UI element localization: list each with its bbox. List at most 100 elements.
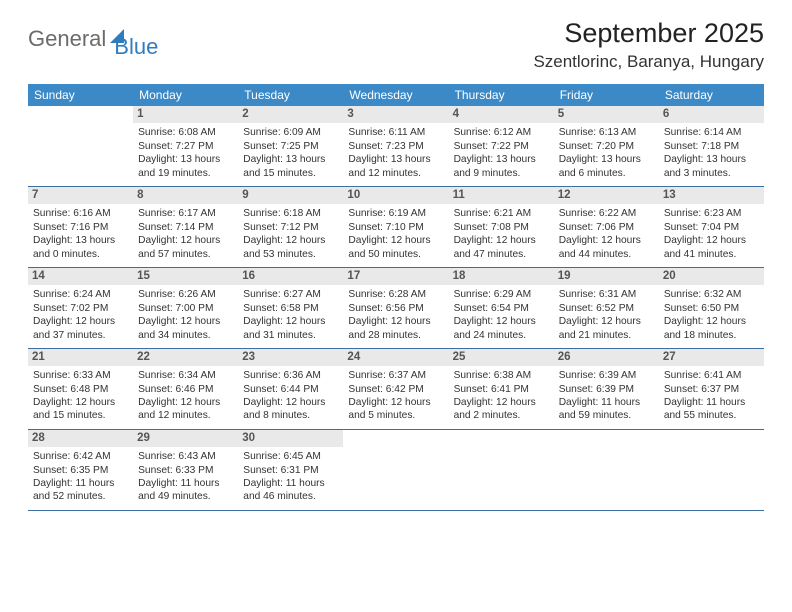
- daylight-text: Daylight: 13 hours: [559, 153, 654, 166]
- sunrise-text: Sunrise: 6:38 AM: [454, 369, 549, 382]
- daylight-text: and 34 minutes.: [138, 329, 233, 342]
- sunset-text: Sunset: 7:16 PM: [33, 221, 128, 234]
- sunset-text: Sunset: 7:22 PM: [454, 140, 549, 153]
- sunset-text: Sunset: 7:02 PM: [33, 302, 128, 315]
- day-cell: 18Sunrise: 6:29 AMSunset: 6:54 PMDayligh…: [449, 268, 554, 348]
- day-header-cell: Monday: [133, 84, 238, 106]
- daylight-text: Daylight: 12 hours: [138, 315, 233, 328]
- sunrise-text: Sunrise: 6:09 AM: [243, 126, 338, 139]
- sunrise-text: Sunrise: 6:37 AM: [348, 369, 443, 382]
- date-number: 10: [343, 187, 448, 204]
- logo: General Blue: [28, 18, 158, 60]
- daylight-text: and 28 minutes.: [348, 329, 443, 342]
- sunrise-text: Sunrise: 6:24 AM: [33, 288, 128, 301]
- sunset-text: Sunset: 6:50 PM: [664, 302, 759, 315]
- daylight-text: and 55 minutes.: [664, 409, 759, 422]
- daylight-text: and 24 minutes.: [454, 329, 549, 342]
- day-cell: 22Sunrise: 6:34 AMSunset: 6:46 PMDayligh…: [133, 349, 238, 429]
- date-number: 23: [238, 349, 343, 366]
- day-header-cell: Thursday: [449, 84, 554, 106]
- day-cell: 7Sunrise: 6:16 AMSunset: 7:16 PMDaylight…: [28, 187, 133, 267]
- daylight-text: and 9 minutes.: [454, 167, 549, 180]
- day-cell: 14Sunrise: 6:24 AMSunset: 7:02 PMDayligh…: [28, 268, 133, 348]
- sunset-text: Sunset: 6:48 PM: [33, 383, 128, 396]
- sunset-text: Sunset: 6:54 PM: [454, 302, 549, 315]
- sunset-text: Sunset: 7:14 PM: [138, 221, 233, 234]
- daylight-text: Daylight: 11 hours: [33, 477, 128, 490]
- daylight-text: and 57 minutes.: [138, 248, 233, 261]
- daylight-text: and 37 minutes.: [33, 329, 128, 342]
- date-number: 22: [133, 349, 238, 366]
- date-number: 15: [133, 268, 238, 285]
- day-header-cell: Sunday: [28, 84, 133, 106]
- location-label: Szentlorinc, Baranya, Hungary: [533, 52, 764, 72]
- sunrise-text: Sunrise: 6:29 AM: [454, 288, 549, 301]
- daylight-text: and 44 minutes.: [559, 248, 654, 261]
- daylight-text: Daylight: 13 hours: [33, 234, 128, 247]
- sunrise-text: Sunrise: 6:26 AM: [138, 288, 233, 301]
- daylight-text: Daylight: 12 hours: [33, 396, 128, 409]
- date-number: 11: [449, 187, 554, 204]
- daylight-text: and 49 minutes.: [138, 490, 233, 503]
- daylight-text: and 3 minutes.: [664, 167, 759, 180]
- empty-cell: [449, 430, 554, 510]
- date-number: 1: [133, 106, 238, 123]
- sunrise-text: Sunrise: 6:28 AM: [348, 288, 443, 301]
- daylight-text: Daylight: 12 hours: [243, 396, 338, 409]
- sunrise-text: Sunrise: 6:42 AM: [33, 450, 128, 463]
- daylight-text: and 50 minutes.: [348, 248, 443, 261]
- sunrise-text: Sunrise: 6:19 AM: [348, 207, 443, 220]
- sunrise-text: Sunrise: 6:36 AM: [243, 369, 338, 382]
- daylight-text: Daylight: 12 hours: [454, 234, 549, 247]
- day-cell: 21Sunrise: 6:33 AMSunset: 6:48 PMDayligh…: [28, 349, 133, 429]
- daylight-text: Daylight: 12 hours: [243, 315, 338, 328]
- daylight-text: Daylight: 13 hours: [243, 153, 338, 166]
- sunrise-text: Sunrise: 6:14 AM: [664, 126, 759, 139]
- date-number: 29: [133, 430, 238, 447]
- day-cell: 29Sunrise: 6:43 AMSunset: 6:33 PMDayligh…: [133, 430, 238, 510]
- date-number: 8: [133, 187, 238, 204]
- daylight-text: Daylight: 13 hours: [454, 153, 549, 166]
- sunset-text: Sunset: 7:25 PM: [243, 140, 338, 153]
- day-cell: 26Sunrise: 6:39 AMSunset: 6:39 PMDayligh…: [554, 349, 659, 429]
- day-cell: 25Sunrise: 6:38 AMSunset: 6:41 PMDayligh…: [449, 349, 554, 429]
- date-number: 5: [554, 106, 659, 123]
- day-header-cell: Wednesday: [343, 84, 448, 106]
- day-cell: 17Sunrise: 6:28 AMSunset: 6:56 PMDayligh…: [343, 268, 448, 348]
- month-title: September 2025: [533, 18, 764, 49]
- date-number: 9: [238, 187, 343, 204]
- date-number: 2: [238, 106, 343, 123]
- sunset-text: Sunset: 7:12 PM: [243, 221, 338, 234]
- date-number: 19: [554, 268, 659, 285]
- date-number: 27: [659, 349, 764, 366]
- sunset-text: Sunset: 6:37 PM: [664, 383, 759, 396]
- daylight-text: and 59 minutes.: [559, 409, 654, 422]
- day-header-cell: Saturday: [659, 84, 764, 106]
- sunrise-text: Sunrise: 6:32 AM: [664, 288, 759, 301]
- calendar-weeks: 1Sunrise: 6:08 AMSunset: 7:27 PMDaylight…: [28, 106, 764, 511]
- daylight-text: and 8 minutes.: [243, 409, 338, 422]
- sunrise-text: Sunrise: 6:45 AM: [243, 450, 338, 463]
- date-number: 21: [28, 349, 133, 366]
- daylight-text: Daylight: 11 hours: [559, 396, 654, 409]
- sunrise-text: Sunrise: 6:21 AM: [454, 207, 549, 220]
- day-header-cell: Friday: [554, 84, 659, 106]
- logo-text-blue: Blue: [114, 34, 158, 60]
- sunset-text: Sunset: 7:23 PM: [348, 140, 443, 153]
- day-cell: 24Sunrise: 6:37 AMSunset: 6:42 PMDayligh…: [343, 349, 448, 429]
- date-number: 16: [238, 268, 343, 285]
- sunset-text: Sunset: 6:39 PM: [559, 383, 654, 396]
- day-cell: 3Sunrise: 6:11 AMSunset: 7:23 PMDaylight…: [343, 106, 448, 186]
- title-block: September 2025 Szentlorinc, Baranya, Hun…: [533, 18, 764, 72]
- empty-cell: [659, 430, 764, 510]
- sunrise-text: Sunrise: 6:43 AM: [138, 450, 233, 463]
- daylight-text: Daylight: 12 hours: [454, 396, 549, 409]
- daylight-text: Daylight: 12 hours: [559, 315, 654, 328]
- date-number: 4: [449, 106, 554, 123]
- header: General Blue September 2025 Szentlorinc,…: [0, 0, 792, 78]
- day-cell: 19Sunrise: 6:31 AMSunset: 6:52 PMDayligh…: [554, 268, 659, 348]
- day-cell: 28Sunrise: 6:42 AMSunset: 6:35 PMDayligh…: [28, 430, 133, 510]
- date-number: 17: [343, 268, 448, 285]
- date-number: 30: [238, 430, 343, 447]
- day-cell: 11Sunrise: 6:21 AMSunset: 7:08 PMDayligh…: [449, 187, 554, 267]
